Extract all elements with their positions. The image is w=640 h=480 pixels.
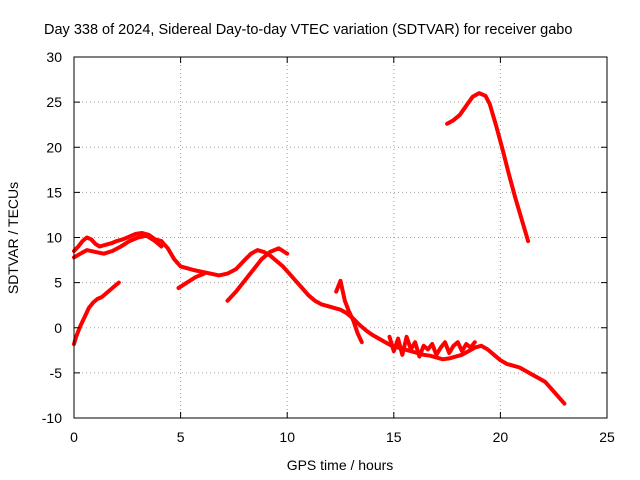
series-wiggle-13h <box>334 278 364 345</box>
y-axis-label: SDTVAR / TECUs <box>5 182 21 294</box>
x-axis-label: GPS time / hours <box>287 457 394 473</box>
y-tick-label: 25 <box>46 94 62 110</box>
data-series <box>72 91 567 406</box>
y-tick-label: 5 <box>54 275 62 291</box>
series-rising-arc <box>72 280 121 346</box>
y-tick-label: 15 <box>46 184 62 200</box>
x-tick-label: 10 <box>279 429 295 445</box>
series-second-band <box>72 233 164 260</box>
series-late-arc <box>445 91 531 244</box>
y-tick-label: -5 <box>50 365 63 381</box>
axis-ticks: 0 5 10 15 20 25 -10 -5 0 5 10 15 20 25 30 <box>42 49 615 445</box>
chart-title: Day 338 of 2024, Sidereal Day-to-day VTE… <box>44 22 572 38</box>
x-tick-label: 0 <box>70 429 78 445</box>
x-tick-label: 15 <box>386 429 402 445</box>
series-main-band <box>72 231 567 406</box>
series-short-segment-7h <box>225 246 290 303</box>
series-short-segment-5h <box>176 271 207 290</box>
y-tick-label: -10 <box>42 410 62 426</box>
y-tick-label: 20 <box>46 139 62 155</box>
x-tick-label: 5 <box>177 429 185 445</box>
y-tick-label: 30 <box>46 49 62 65</box>
y-tick-label: 10 <box>46 230 62 246</box>
grid-lines <box>74 57 607 418</box>
x-tick-label: 20 <box>493 429 509 445</box>
y-tick-label: 0 <box>54 320 62 336</box>
x-tick-label: 25 <box>599 429 615 445</box>
series-wiggle-15h <box>387 334 477 359</box>
